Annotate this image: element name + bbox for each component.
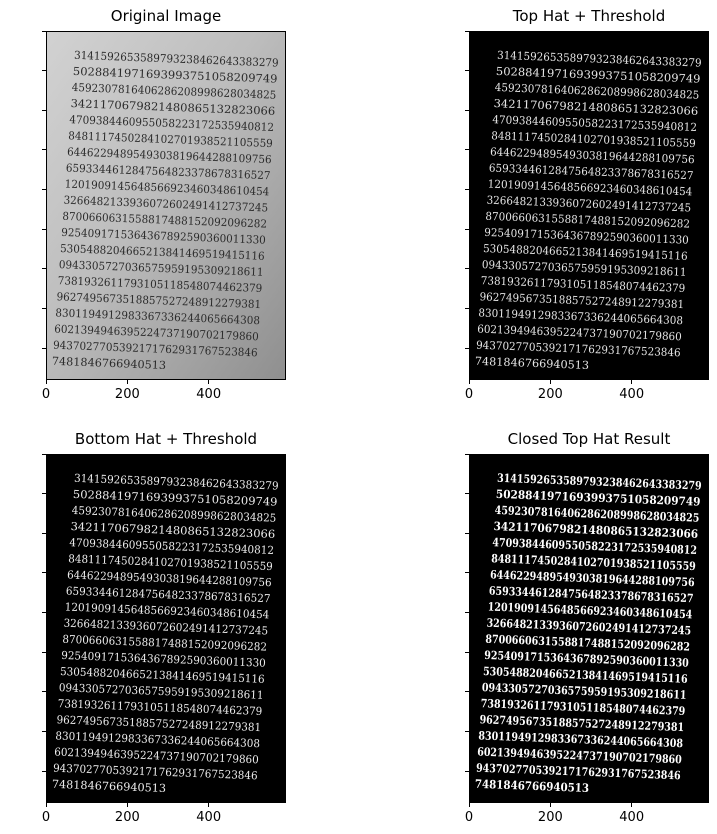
image-bottomhat: 3141592653589793238462643383279502884197…	[47, 455, 285, 802]
x-tick-label: 200	[114, 810, 140, 825]
image-axes: 3141592653589793238462643383279 502884197…	[469, 31, 709, 380]
y-tick-mark	[465, 651, 469, 653]
digit-line: 7481846766940513	[52, 778, 167, 795]
x-tick-label: 400	[619, 810, 645, 825]
y-tick-mark	[465, 347, 469, 349]
y-tick-mark	[465, 308, 469, 310]
y-tick-mark	[42, 532, 46, 534]
y-tick-mark	[42, 347, 46, 349]
y-tick-mark	[465, 572, 469, 574]
y-tick-mark	[465, 493, 469, 495]
y-tick-mark	[42, 109, 46, 111]
y-tick-mark	[42, 30, 46, 32]
y-tick-mark	[465, 70, 469, 72]
y-tick-mark	[42, 572, 46, 574]
digit-line: 7481846766940513	[52, 355, 167, 372]
y-tick-mark	[465, 189, 469, 191]
page-region	[474, 461, 704, 799]
panel-title: Top Hat + Threshold	[512, 7, 666, 25]
digit-line: 7481846766940513	[475, 777, 590, 795]
y-tick-mark	[42, 731, 46, 733]
x-tick-mark	[468, 380, 470, 384]
y-tick-mark	[465, 532, 469, 534]
y-tick-mark	[465, 268, 469, 270]
x-tick-label: 0	[41, 387, 51, 402]
y-tick-mark	[42, 268, 46, 270]
x-tick-mark	[208, 803, 210, 807]
y-tick-mark	[42, 453, 46, 455]
x-tick-mark	[468, 803, 470, 807]
y-tick-mark	[465, 30, 469, 32]
x-tick-label: 0	[41, 810, 51, 825]
image-axes: 3141592653589793238462643383279 502884197…	[469, 454, 709, 803]
x-tick-mark	[126, 380, 128, 384]
x-tick-label: 200	[537, 387, 563, 402]
x-tick-mark	[631, 380, 633, 384]
x-tick-mark	[549, 803, 551, 807]
x-tick-mark	[45, 803, 47, 807]
y-tick-mark	[42, 651, 46, 653]
x-tick-label: 200	[537, 810, 563, 825]
panel-title: Bottom Hat + Threshold	[74, 430, 258, 448]
x-tick-mark	[126, 803, 128, 807]
image-tophat: 3141592653589793238462643383279502884197…	[470, 32, 708, 379]
y-tick-mark	[42, 770, 46, 772]
image-original: 3141592653589793238462643383279502884197…	[47, 32, 285, 379]
digit-line: 7481846766940513	[475, 355, 590, 372]
y-tick-mark	[42, 612, 46, 614]
image-axes: 3141592653589793238462643383279 502884197…	[46, 31, 286, 380]
x-tick-label: 0	[464, 810, 474, 825]
y-tick-mark	[465, 149, 469, 151]
y-tick-mark	[42, 228, 46, 230]
x-tick-mark	[208, 380, 210, 384]
y-tick-mark	[42, 493, 46, 495]
image-axes: 3141592653589793238462643383279 502884197…	[46, 454, 286, 803]
y-tick-mark	[42, 70, 46, 72]
y-tick-mark	[465, 109, 469, 111]
image-background	[47, 32, 285, 379]
page-region	[51, 461, 281, 799]
y-tick-mark	[465, 228, 469, 230]
x-tick-label: 400	[619, 387, 645, 402]
y-tick-mark	[465, 453, 469, 455]
x-tick-label: 0	[464, 387, 474, 402]
y-tick-mark	[465, 612, 469, 614]
y-tick-mark	[465, 770, 469, 772]
y-tick-mark	[465, 731, 469, 733]
panel-title: Closed Top Hat Result	[507, 430, 671, 448]
x-tick-mark	[45, 380, 47, 384]
y-tick-mark	[465, 691, 469, 693]
x-tick-label: 400	[196, 810, 222, 825]
x-tick-mark	[549, 380, 551, 384]
y-tick-mark	[42, 308, 46, 310]
panel-title: Original Image	[110, 7, 222, 25]
y-tick-mark	[42, 149, 46, 151]
x-tick-label: 400	[196, 387, 222, 402]
x-tick-label: 200	[114, 387, 140, 402]
image-closed: 3141592653589793238462643383279502884197…	[470, 455, 708, 802]
y-tick-mark	[42, 691, 46, 693]
page-region	[474, 38, 704, 376]
y-tick-mark	[42, 189, 46, 191]
x-tick-mark	[631, 803, 633, 807]
